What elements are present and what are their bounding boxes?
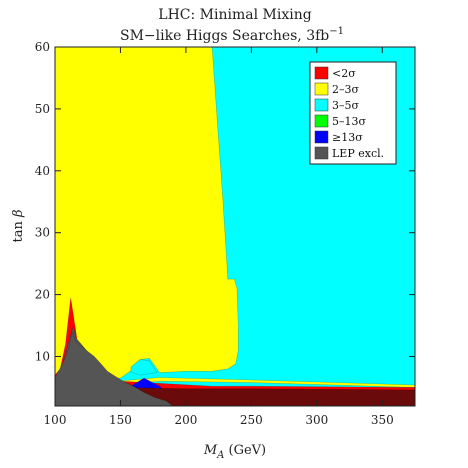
- x-axis-label: MA (GeV): [203, 443, 266, 461]
- x-axis-label-unit: (GeV): [224, 443, 266, 458]
- plot-frame: [54, 46, 416, 407]
- x-axis-label-main: M: [203, 443, 218, 458]
- chart-title-line2-main: SM−like Higgs Searches, 3fb: [120, 28, 329, 44]
- legend-label: 2–3σ: [332, 83, 359, 96]
- legend-swatch: [314, 66, 329, 80]
- legend-swatch: [314, 82, 329, 96]
- chart-title-line2: SM−like Higgs Searches, 3fb−1: [120, 26, 344, 44]
- chart-title-line2-sup: −1: [329, 26, 344, 37]
- y-axis-label-main: tan: [11, 217, 26, 242]
- legend-label: 3–5σ: [332, 99, 359, 112]
- legend-swatch: [314, 98, 329, 112]
- legend: <2σ 2–3σ 3–5σ 5–13σ ≥13σ LEP excl.: [309, 61, 397, 165]
- y-tick-label: 60: [35, 40, 50, 54]
- y-tick-label: 20: [35, 288, 50, 302]
- y-tick-label: 50: [35, 102, 50, 116]
- legend-label: <2σ: [332, 67, 356, 80]
- legend-label: LEP excl.: [332, 147, 384, 160]
- legend-swatch: [314, 146, 329, 160]
- legend-label: 5–13σ: [332, 115, 366, 128]
- x-tick-label: 100: [44, 413, 67, 427]
- legend-label: ≥13σ: [332, 131, 363, 144]
- x-axis-label-sub: A: [216, 450, 224, 461]
- legend-swatch: [314, 114, 329, 128]
- axes: 100 150 200 250 300 350 10 20 30 40 50 60: [35, 40, 416, 427]
- chart-title-line1: LHC: Minimal Mixing: [158, 7, 311, 23]
- x-tick-label: 200: [174, 413, 197, 427]
- x-tick-label: 250: [240, 413, 263, 427]
- region-9: [55, 330, 174, 406]
- region-2: [130, 359, 158, 376]
- y-axis-label: tan β: [11, 210, 26, 243]
- y-tick-label: 40: [35, 164, 50, 178]
- x-tick-label: 150: [109, 413, 132, 427]
- x-tick-label: 300: [305, 413, 328, 427]
- y-tick-label: 30: [35, 226, 50, 240]
- x-tick-label: 350: [371, 413, 394, 427]
- region-1: [55, 47, 239, 379]
- y-tick-label: 10: [35, 349, 50, 363]
- y-axis-label-sym: β: [11, 210, 26, 219]
- legend-swatch: [314, 130, 329, 144]
